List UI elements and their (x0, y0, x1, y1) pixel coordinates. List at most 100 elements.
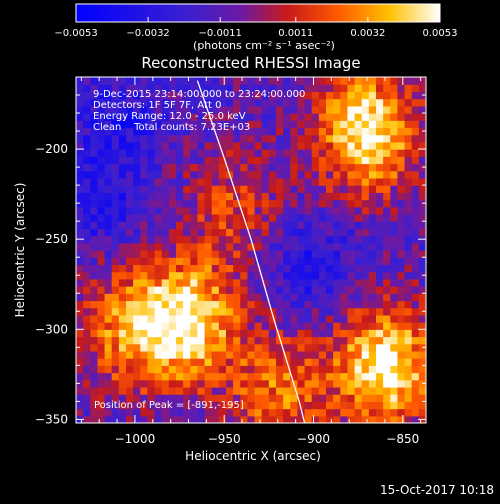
heatmap-cell (318, 336, 327, 345)
heatmap-cell (418, 185, 426, 193)
heatmap-cell (304, 300, 313, 309)
heatmap-cell (111, 235, 120, 244)
heatmap-cell (297, 250, 306, 258)
heatmap-cell (318, 98, 327, 107)
heatmap-cell (168, 177, 177, 186)
heatmap-cell (304, 170, 313, 179)
heatmap-cell (268, 221, 277, 229)
heatmap-cell (226, 98, 234, 107)
heatmap-cell (176, 271, 184, 280)
heatmap-cell (397, 156, 406, 165)
heatmap-cell (118, 105, 127, 114)
heatmap-cell (261, 228, 270, 237)
heatmap-cell (83, 185, 91, 193)
heatmap-cell (261, 350, 270, 359)
heatmap-cell (326, 113, 334, 121)
heatmap-cell (368, 401, 377, 410)
heatmap-cell (233, 307, 241, 316)
heatmap-cell (261, 156, 270, 165)
heatmap-cell (176, 105, 184, 114)
heatmap-cell (233, 408, 241, 417)
heatmap-cell (347, 343, 356, 352)
heatmap-cell (383, 394, 391, 402)
heatmap-cell (297, 314, 306, 323)
heatmap-cell (368, 235, 377, 244)
heatmap-cell (376, 257, 384, 266)
heatmap-cell (118, 286, 127, 294)
heatmap-cell (190, 365, 199, 374)
heatmap-cell (240, 98, 249, 107)
heatmap-cell (397, 386, 406, 395)
heatmap-cell (333, 199, 341, 208)
heatmap-cell (304, 84, 313, 93)
heatmap-cell (126, 221, 134, 229)
heatmap-cell (390, 329, 399, 338)
heatmap-cell (176, 84, 184, 93)
heatmap-cell (240, 343, 249, 352)
heatmap-cell (168, 127, 177, 136)
heatmap-cell (218, 322, 227, 330)
heatmap-cell (261, 213, 270, 222)
heatmap-cell (283, 91, 291, 100)
heatmap-cell (297, 149, 306, 157)
colorbar-tick-label: −0.0053 (54, 28, 97, 39)
heatmap-cell (247, 120, 256, 129)
heatmap-cell (311, 113, 320, 121)
heatmap-cell (276, 105, 284, 114)
heatmap-cell (140, 300, 149, 309)
heatmap-cell (333, 134, 341, 143)
heatmap-cell (176, 113, 184, 121)
heatmap-cell (411, 120, 420, 129)
heatmap-cell (261, 314, 270, 323)
heatmap-cell (176, 314, 184, 323)
heatmap-cell (147, 408, 156, 417)
heatmap-cell (233, 350, 241, 359)
heatmap-cell (126, 170, 134, 179)
heatmap-cell (183, 199, 191, 208)
heatmap-cell (276, 199, 284, 208)
heatmap-cell (118, 177, 127, 186)
heatmap-cell (411, 257, 420, 266)
heatmap-cell (140, 170, 149, 179)
heatmap-cell (283, 264, 291, 273)
heatmap-cell (347, 228, 356, 237)
heatmap-cell (168, 386, 177, 395)
heatmap-cell (283, 343, 291, 352)
heatmap-cell (297, 257, 306, 266)
heatmap-cell (411, 379, 420, 388)
heatmap-cell (390, 286, 399, 294)
heatmap-cell (318, 242, 327, 251)
heatmap-cell (411, 149, 420, 157)
heatmap-cell (211, 293, 220, 302)
heatmap-cell (218, 394, 227, 402)
heatmap-cell (390, 213, 399, 222)
heatmap-cell (268, 372, 277, 381)
heatmap-cell (104, 192, 113, 201)
heatmap-cell (161, 336, 170, 345)
heatmap-cell (318, 221, 327, 229)
heatmap-cell (361, 314, 370, 323)
heatmap-cell (318, 264, 327, 273)
heatmap-cell (347, 264, 356, 273)
heatmap-cell (340, 192, 349, 201)
heatmap-cell (111, 185, 120, 193)
heatmap-cell (297, 127, 306, 136)
heatmap-cell (233, 235, 241, 244)
heatmap-cell (254, 77, 263, 85)
heatmap-cell (140, 379, 149, 388)
heatmap-cell (83, 408, 91, 417)
heatmap-cell (247, 278, 256, 287)
heatmap-cell (361, 170, 370, 179)
heatmap-cell (154, 177, 163, 186)
heatmap-cell (176, 358, 184, 366)
heatmap-cell (226, 401, 234, 410)
heatmap-cell (211, 185, 220, 193)
heatmap-cell (354, 365, 363, 374)
heatmap-cell (126, 286, 134, 294)
heatmap-cell (333, 170, 341, 179)
heatmap-cell (376, 372, 384, 381)
heatmap-cell (204, 257, 213, 266)
heatmap-cell (397, 293, 406, 302)
heatmap-cell (397, 264, 406, 273)
heatmap-cell (304, 408, 313, 417)
